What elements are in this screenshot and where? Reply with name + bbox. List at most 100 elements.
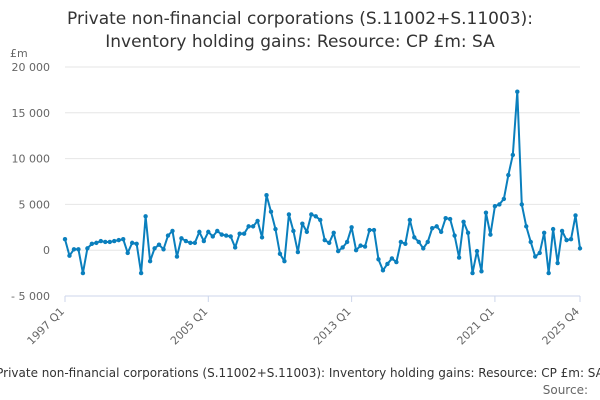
data-point[interactable] [103,239,108,245]
data-point[interactable] [152,246,157,251]
data-point[interactable] [394,259,399,265]
data-point[interactable] [273,226,278,232]
data-point[interactable] [425,239,430,245]
data-point[interactable] [488,232,493,237]
data-point[interactable] [546,270,551,276]
data-point[interactable] [443,215,448,221]
data-point[interactable] [434,224,439,229]
data-point[interactable] [98,238,104,244]
data-point[interactable] [80,270,86,276]
data-point[interactable] [201,238,207,244]
data-point[interactable] [67,253,72,258]
data-point[interactable] [349,225,354,230]
data-point[interactable] [143,214,148,219]
data-point[interactable] [358,243,363,248]
data-point[interactable] [259,235,265,240]
data-point[interactable] [304,229,310,235]
data-point[interactable] [465,230,471,235]
data-point[interactable] [438,229,444,235]
data-point[interactable] [121,237,126,242]
data-point[interactable] [331,230,336,235]
data-point[interactable] [192,240,198,246]
data-point[interactable] [295,249,301,255]
data-point[interactable] [309,212,314,217]
data-point[interactable] [371,227,377,233]
data-point[interactable] [237,231,242,236]
data-point[interactable] [385,261,390,267]
data-point[interactable] [318,217,323,223]
data-point[interactable] [506,172,511,178]
data-point[interactable] [524,224,529,229]
data-point[interactable] [161,247,166,252]
data-point[interactable] [129,240,135,246]
data-point[interactable] [416,239,421,245]
data-point[interactable] [483,210,489,215]
data-point[interactable] [510,152,516,158]
data-point[interactable] [564,237,569,243]
data-point[interactable] [367,227,372,233]
data-point[interactable] [134,241,139,246]
data-point[interactable] [403,241,408,246]
data-point[interactable] [76,247,81,252]
data-point[interactable] [277,251,283,257]
data-point[interactable] [541,230,547,235]
data-point[interactable] [241,231,247,236]
data-point[interactable] [210,234,215,239]
data-point[interactable] [380,268,386,273]
data-point[interactable] [533,254,538,259]
data-point[interactable] [398,239,404,245]
data-point[interactable] [362,244,368,249]
data-point[interactable] [232,245,238,250]
data-point[interactable] [497,202,502,207]
data-point[interactable] [555,260,560,266]
data-point[interactable] [94,240,99,246]
data-point[interactable] [340,245,345,250]
data-point[interactable] [577,246,583,251]
data-point[interactable] [421,246,426,251]
data-point[interactable] [255,218,260,224]
data-point[interactable] [479,269,484,274]
data-point[interactable] [313,214,318,219]
data-point[interactable] [430,226,435,231]
data-point[interactable] [447,216,453,222]
data-point[interactable] [282,258,287,264]
data-point[interactable] [62,237,68,242]
data-point[interactable] [322,237,327,243]
data-point[interactable] [89,241,95,246]
data-point[interactable] [559,228,565,234]
data-point[interactable] [537,250,542,256]
data-point[interactable] [327,240,332,246]
data-point[interactable] [264,193,269,198]
data-point[interactable] [344,239,350,245]
data-point[interactable] [246,224,251,229]
data-point[interactable] [335,248,341,254]
data-point[interactable] [215,228,220,234]
data-point[interactable] [461,219,466,224]
data-point[interactable] [125,250,130,256]
data-point[interactable] [452,233,457,238]
data-point[interactable] [456,255,462,260]
data-point[interactable] [474,248,480,254]
data-point[interactable] [85,246,90,251]
data-point[interactable] [156,242,162,247]
data-point[interactable] [550,226,556,232]
data-point[interactable] [228,234,233,239]
data-point[interactable] [170,228,175,234]
data-point[interactable] [353,248,359,253]
data-point[interactable] [112,238,117,244]
data-point[interactable] [107,239,112,245]
data-point[interactable] [219,232,224,237]
data-point[interactable] [268,209,274,214]
data-point[interactable] [179,236,184,241]
data-point[interactable] [300,221,305,226]
data-point[interactable] [206,229,211,235]
data-point[interactable] [515,89,520,94]
data-point[interactable] [116,237,121,243]
data-point[interactable] [470,270,475,276]
data-point[interactable] [174,254,180,259]
data-point[interactable] [389,256,395,261]
data-point[interactable] [376,257,381,262]
data-point[interactable] [291,228,296,234]
data-point[interactable] [165,233,171,238]
data-point[interactable] [286,212,292,217]
